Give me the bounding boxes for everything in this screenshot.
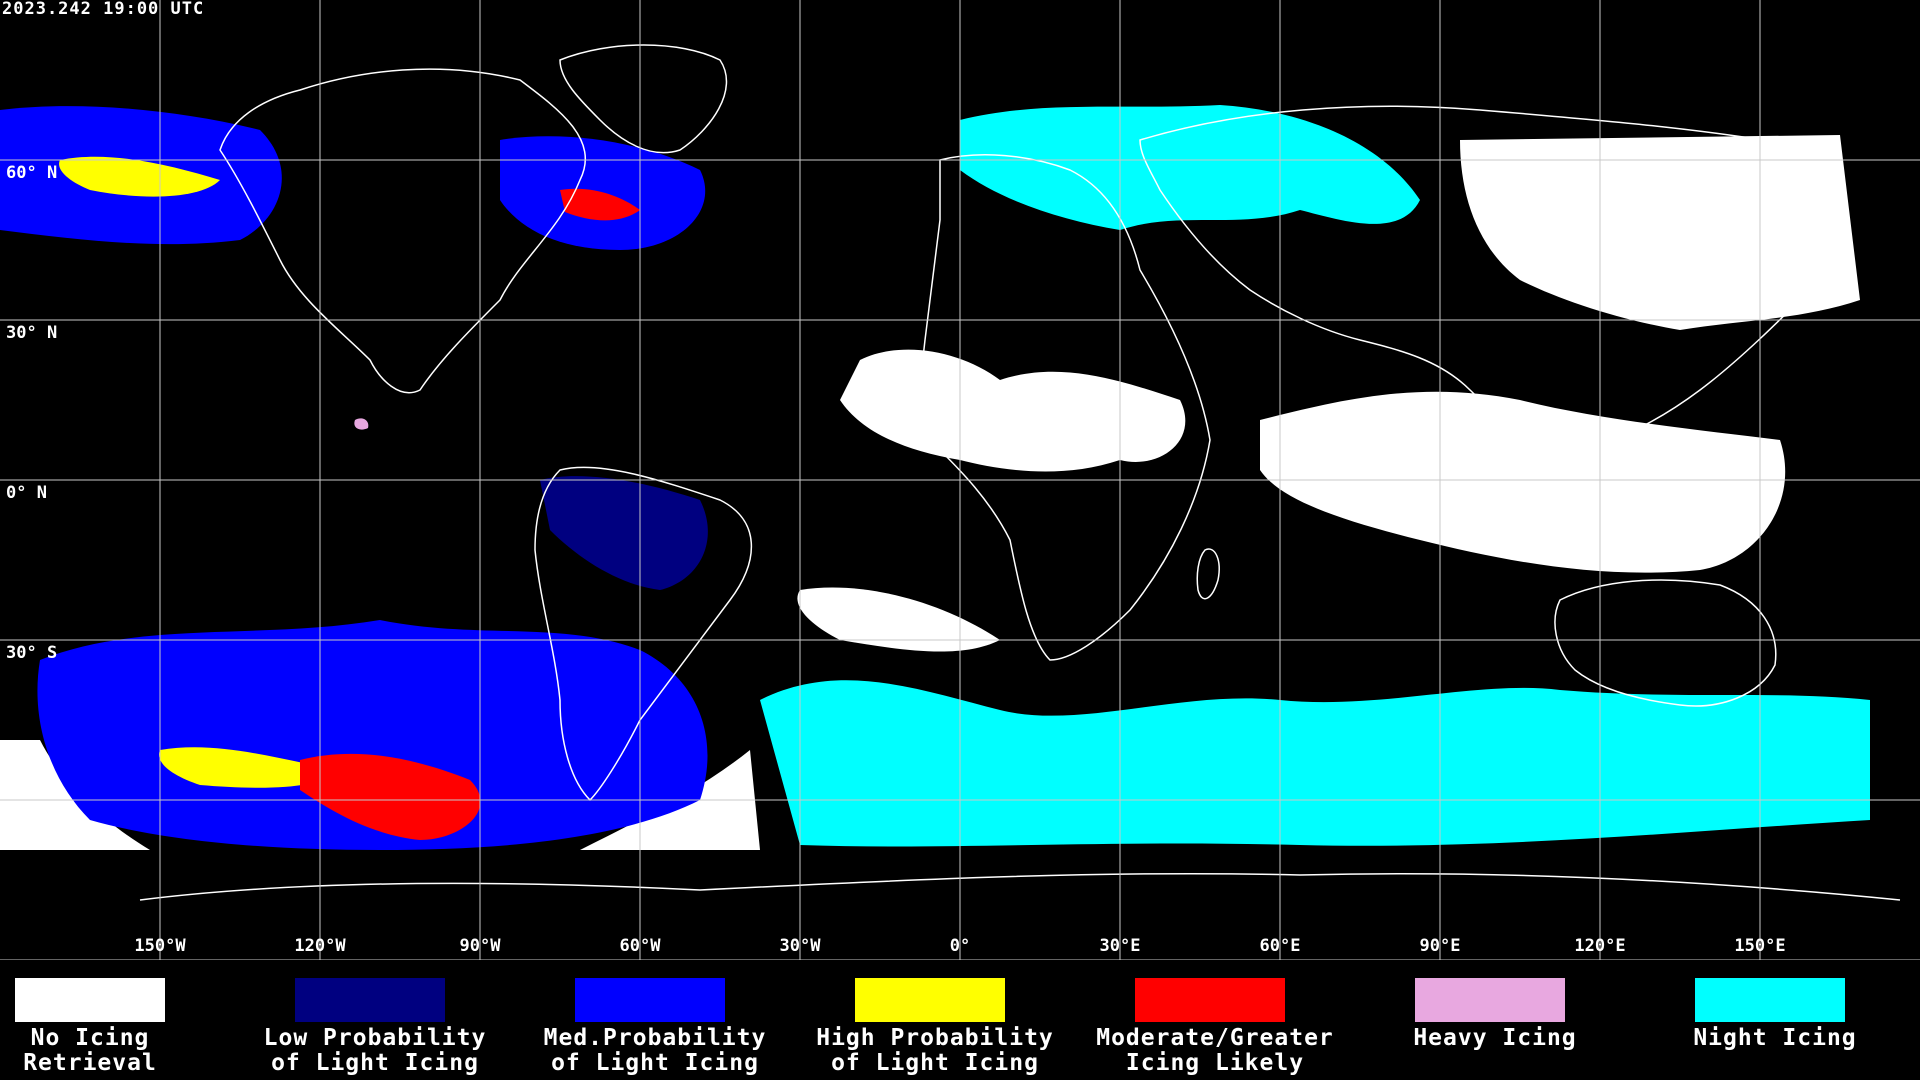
legend-label-med-probability: Med.Probability of Light Icing [543,1025,767,1076]
coastline-asia [1139,105,1848,451]
legend-item-night-icing: Night Icing [1640,978,1910,1078]
heavy-icing-spot [354,418,369,430]
coastline-south-america [534,466,752,802]
no-icing-region-s-atlantic-band [580,750,760,850]
legend-label-moderate-greater: Moderate/Greater Icing Likely [1096,1025,1334,1076]
legend-item-heavy-icing: Heavy Icing [1360,978,1630,1078]
graticule [0,0,1920,960]
night-icing-region-north [960,105,1420,230]
longitude-label-120e: 120°E [1574,936,1626,956]
moderate-icing-region-n-atlantic [560,188,640,221]
legend-swatch-no-icing [15,978,165,1022]
legend-label-heavy-icing: Heavy Icing [1413,1025,1577,1051]
longitude-label-150w: 150°W [134,936,186,956]
high-icing-region-n-pacific [59,156,221,197]
coastline-north-america [219,68,586,394]
coastlines [139,44,1901,901]
latitude-label-30s: 30° S [6,643,58,663]
longitude-label-120w: 120°W [294,936,346,956]
no-icing-region-atlantic-south [797,587,1000,652]
no-icing-region-indian [1260,391,1786,573]
coastline-europe-africa [921,154,1211,661]
latitude-label-60n: 60° N [6,163,58,183]
longitude-label-60w: 60°W [619,936,661,956]
med-icing-region-s-pacific [37,620,708,850]
legend-swatch-night-icing [1695,978,1845,1022]
moderate-icing-region-s-pacific [300,753,481,840]
longitude-label-90w: 90°W [459,936,501,956]
longitude-label-30w: 30°W [779,936,821,956]
coastline-australia [1554,579,1777,707]
longitude-label-60e: 60°E [1259,936,1301,956]
legend-swatch-moderate-greater [1135,978,1285,1022]
legend-swatch-high-probability [855,978,1005,1022]
latitude-label-30n: 30° N [6,323,58,343]
legend-item-high-probability: High Probability of Light Icing [800,978,1070,1078]
icing-coverage-layer [0,105,1870,850]
night-icing-region-south [760,680,1870,847]
longitude-label-90e: 90°E [1419,936,1461,956]
coastline-madagascar [1196,548,1220,600]
coastline-antarctica [139,872,1901,901]
no-icing-region-africa [840,349,1186,472]
legend-swatch-heavy-icing [1415,978,1565,1022]
longitude-label-30e: 30°E [1099,936,1141,956]
latitude-label-0n: 0° N [6,483,47,503]
legend-swatch-low-probability [295,978,445,1022]
legend-item-moderate-greater: Moderate/Greater Icing Likely [1080,978,1350,1078]
legend-item-low-probability: Low Probability of Light Icing [240,978,510,1078]
high-icing-region-s-pacific [159,747,340,788]
legend-swatch-med-probability [575,978,725,1022]
legend-item-med-probability: Med.Probability of Light Icing [520,978,790,1078]
longitude-label-150e: 150°E [1734,936,1786,956]
legend-item-no-icing: No Icing Retrieval [0,978,225,1078]
longitude-label-0: 0° [949,936,971,956]
legend-label-night-icing: Night Icing [1693,1025,1857,1051]
legend-label-high-probability: High Probability of Light Icing [816,1025,1054,1076]
low-icing-region-s-america [540,476,708,590]
coastline-greenland [559,44,728,154]
legend-label-low-probability: Low Probability of Light Icing [263,1025,487,1076]
timestamp-label: 2023.242 19:00 UTC [2,0,205,19]
world-icing-map [0,0,1920,960]
legend-label-no-icing: No Icing Retrieval [23,1025,157,1076]
